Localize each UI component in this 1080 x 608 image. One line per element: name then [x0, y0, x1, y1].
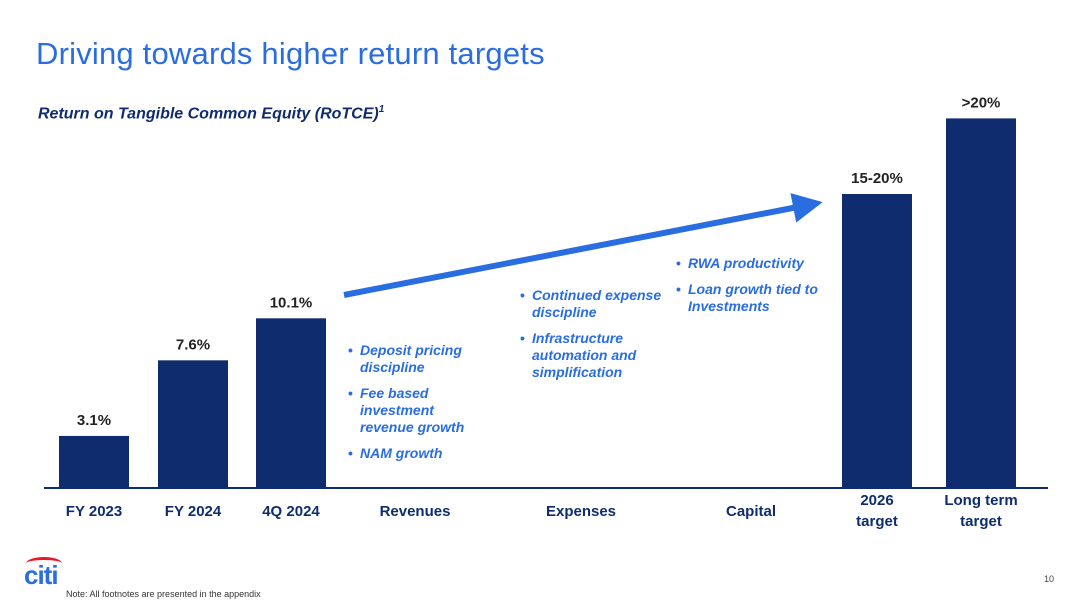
driver-expenses-1: Infrastructure automation and simplifica… — [520, 330, 670, 381]
page-number: 10 — [1043, 574, 1054, 584]
data-label-2026-target: 15-20% — [851, 170, 903, 187]
x-tick-2026-target: 2026 target — [856, 492, 898, 530]
trend-arrow — [343, 193, 823, 298]
x-tick-fy-2024: FY 2024 — [165, 503, 222, 520]
citi-logo-arc — [26, 557, 62, 570]
driver-capital-0: RWA productivity — [676, 255, 826, 272]
x-tick-long-term-target: Long term target — [944, 492, 1017, 530]
bar-fy-2023 — [59, 435, 129, 488]
driver-expenses-0: Continued expense discipline — [520, 287, 670, 321]
bar-4q-2024 — [256, 318, 326, 488]
data-label-4q-2024: 10.1% — [270, 294, 313, 311]
x-tick-revenues: Revenues — [380, 503, 451, 520]
page-title: Driving towards higher return targets — [36, 36, 545, 71]
driver-revenues-1: Fee based investment revenue growth — [348, 385, 488, 436]
capital-drivers: RWA productivity Loan growth tied to Inve… — [676, 255, 826, 324]
x-tick-4q-2024: 4Q 2024 — [262, 503, 320, 520]
data-label-fy-2024: 7.6% — [176, 336, 210, 353]
bar-2026-target — [842, 194, 912, 488]
subtitle-footnote: 1 — [378, 104, 385, 115]
data-label-long-term-target: >20% — [962, 94, 1001, 111]
driver-capital-1: Loan growth tied to Investments — [676, 281, 826, 315]
rotce-chart: 3.1% 7.6% 10.1% 15-20% >20% FY 2023 FY 2024 4Q… — [44, 94, 1048, 530]
citi-logo: citi — [24, 560, 59, 590]
driver-revenues-0: Deposit pricing discipline — [348, 342, 488, 376]
x-tick-expenses: Expenses — [546, 503, 616, 520]
subtitle-text: Return on Tangible Common Equity (RoTCE) — [38, 105, 379, 123]
revenue-drivers: Deposit pricing discipline Fee based inve… — [348, 342, 488, 471]
driver-revenues-2: NAM growth — [348, 445, 488, 462]
bar-long-term-target — [946, 118, 1016, 489]
x-tick-capital: Capital — [726, 503, 776, 520]
bar-fy-2024 — [158, 360, 228, 488]
data-label-fy-2023: 3.1% — [77, 412, 111, 429]
x-tick-fy-2023: FY 2023 — [66, 503, 122, 520]
footnote-note: Note: All footnotes are presented in the… — [66, 589, 261, 599]
chart-subtitle: Return on Tangible Common Equity (RoTCE)… — [38, 104, 384, 123]
expense-drivers: Continued expense discipline Infrastructu… — [520, 287, 670, 390]
